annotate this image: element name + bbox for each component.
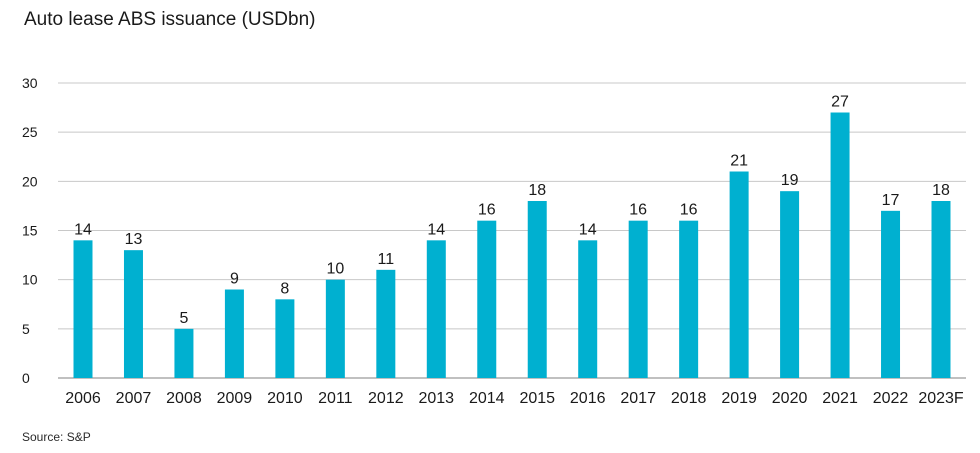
x-tick-label-2019: 2019 bbox=[721, 390, 757, 407]
bar-2011 bbox=[325, 279, 345, 378]
chart-title: Auto lease ABS issuance (USDbn) bbox=[24, 9, 316, 30]
data-label-2020: 19 bbox=[781, 172, 799, 189]
x-tick-label-2017: 2017 bbox=[620, 390, 656, 407]
x-tick-label-2016: 2016 bbox=[570, 390, 606, 407]
x-tick-label-2023F: 2023F bbox=[918, 390, 964, 407]
data-label-2019: 21 bbox=[730, 153, 748, 170]
x-tick-label-2013: 2013 bbox=[418, 390, 454, 407]
data-label-2014: 16 bbox=[478, 202, 496, 219]
data-label-2010: 8 bbox=[280, 280, 289, 297]
data-label-2022: 17 bbox=[882, 192, 900, 209]
bar-2015 bbox=[527, 201, 547, 378]
bar-2009 bbox=[224, 289, 244, 378]
bar-2019 bbox=[729, 171, 749, 378]
x-tick-label-2015: 2015 bbox=[519, 390, 555, 407]
data-label-2006: 14 bbox=[74, 221, 92, 238]
x-tick-label-2022: 2022 bbox=[873, 390, 909, 407]
source-note: Source: S&P bbox=[22, 430, 91, 444]
y-tick-label-30: 30 bbox=[22, 75, 38, 91]
x-tick-label-2018: 2018 bbox=[671, 390, 707, 407]
bar-2017 bbox=[628, 220, 648, 378]
data-label-2009: 9 bbox=[230, 271, 239, 288]
y-tick-label-5: 5 bbox=[22, 321, 30, 337]
y-tick-label-0: 0 bbox=[22, 370, 30, 386]
data-label-2021: 27 bbox=[831, 94, 849, 111]
bar-2014 bbox=[477, 220, 497, 378]
x-tick-label-2006: 2006 bbox=[65, 390, 101, 407]
x-tick-label-2012: 2012 bbox=[368, 390, 404, 407]
data-label-2008: 5 bbox=[179, 310, 188, 327]
y-tick-label-25: 25 bbox=[22, 124, 38, 140]
x-tick-label-2007: 2007 bbox=[116, 390, 152, 407]
bar-chart: 0 5 10 15 20 25 30 14 2006 13 2007 5 2008 9 2009 8 2010 1… bbox=[22, 75, 966, 407]
x-tick-label-2014: 2014 bbox=[469, 390, 505, 407]
bar-2008 bbox=[174, 328, 194, 378]
data-label-2018: 16 bbox=[680, 202, 698, 219]
data-label-2017: 16 bbox=[629, 202, 647, 219]
data-label-2023F: 18 bbox=[932, 182, 950, 199]
x-tick-label-2009: 2009 bbox=[217, 390, 253, 407]
x-tick-label-2020: 2020 bbox=[772, 390, 808, 407]
bar-2023F bbox=[931, 201, 951, 378]
x-tick-label-2008: 2008 bbox=[166, 390, 202, 407]
data-label-2016: 14 bbox=[579, 221, 597, 238]
data-label-2012: 11 bbox=[378, 251, 395, 268]
bar-2021 bbox=[830, 112, 850, 378]
bar-2016 bbox=[578, 240, 598, 378]
bar-2010 bbox=[275, 299, 295, 378]
x-tick-label-2011: 2011 bbox=[318, 390, 353, 407]
y-tick-label-15: 15 bbox=[22, 223, 38, 239]
y-tick-label-20: 20 bbox=[22, 173, 38, 189]
y-tick-label-10: 10 bbox=[22, 272, 38, 288]
bar-2006 bbox=[73, 240, 93, 378]
data-label-2007: 13 bbox=[125, 231, 143, 248]
bar-2013 bbox=[426, 240, 446, 378]
bar-2012 bbox=[376, 269, 396, 378]
data-label-2015: 18 bbox=[528, 182, 546, 199]
bar-2022 bbox=[881, 210, 901, 378]
x-tick-label-2021: 2021 bbox=[822, 390, 858, 407]
x-tick-label-2010: 2010 bbox=[267, 390, 303, 407]
bar-2007 bbox=[123, 250, 143, 378]
bar-2018 bbox=[679, 220, 699, 378]
bar-2020 bbox=[780, 191, 800, 378]
data-label-2011: 10 bbox=[326, 261, 344, 278]
data-label-2013: 14 bbox=[427, 221, 445, 238]
